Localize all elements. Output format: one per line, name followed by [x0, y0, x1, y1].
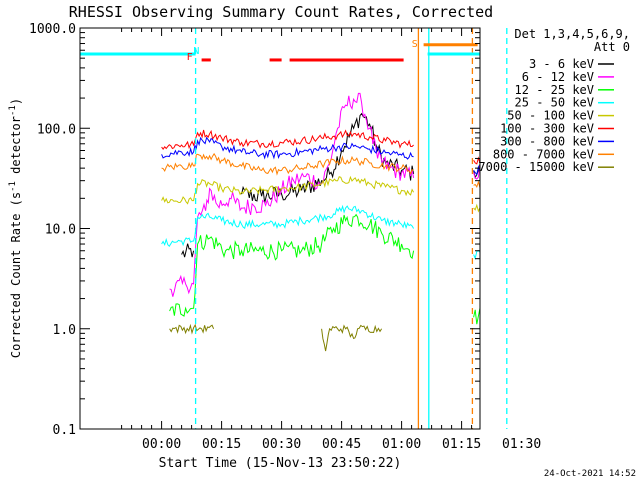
legend-header-line: Att 0 [594, 40, 630, 54]
series-layer [161, 92, 480, 352]
y-tick-label: 0.1 [53, 423, 76, 438]
flags-layer: NF S [80, 28, 508, 429]
series-line [161, 152, 480, 189]
x-tick-label: 00:45 [322, 437, 361, 452]
legend-label: 3 - 6 keV [529, 57, 594, 71]
x-axis: 00:00 00:15 00:30 00:45 01:00 01:15 01:30 [121, 28, 541, 452]
plot-frame [79, 27, 481, 430]
legend-label: 800 - 7000 keV [493, 147, 594, 161]
legend-header-line: Det 1,3,4,5,6,9, [514, 27, 630, 41]
y-axis-label-part: Corrected Count Rate (s [9, 192, 23, 358]
legend-label: 50 - 100 keV [507, 109, 594, 123]
legend-label: 6 - 12 keV [522, 70, 594, 84]
date-stamp: 24-Oct-2021 14:52 [544, 469, 636, 479]
series-line [161, 204, 480, 261]
series-line [181, 112, 480, 258]
series-line [169, 92, 480, 297]
y-axis-label-exponent: -1 [8, 181, 18, 192]
x-axis-label: Start Time (15-Nov-13 23:50:22) [159, 456, 402, 471]
series-line [161, 129, 480, 165]
y-axis-label-exponent: -1 [8, 105, 18, 116]
x-tick-label: 00:00 [142, 437, 181, 452]
y-axis-label-part: detector [9, 116, 23, 181]
y-tick-label: 1000.0 [29, 22, 76, 37]
flag-label: N [193, 46, 199, 57]
series-line [169, 213, 480, 325]
x-tick-label: 00:15 [202, 437, 241, 452]
legend-label: 12 - 25 keV [515, 83, 594, 97]
legend-label: 7000 - 15000 keV [478, 160, 594, 174]
y-axis-label-part: ) [9, 98, 23, 105]
y-tick-label: 10.0 [45, 223, 76, 238]
series-line [169, 323, 383, 352]
legend-label: 300 - 800 keV [500, 134, 594, 148]
y-tick-label: 100.0 [37, 122, 76, 137]
chart-title: RHESSI Observing Summary Count Rates, Co… [69, 3, 493, 21]
legend-label: 100 - 300 keV [500, 122, 594, 136]
series-line [161, 175, 480, 213]
x-tick-label: 00:30 [262, 437, 301, 452]
flag-label: S [412, 39, 418, 50]
x-tick-label: 01:00 [382, 437, 421, 452]
y-axis-label: Corrected Count Rate (s-1 detector-1) [8, 98, 23, 358]
x-tick-label: 01:30 [502, 437, 541, 452]
y-tick-label: 1.0 [53, 323, 76, 338]
x-tick-label: 01:15 [442, 437, 481, 452]
series-line [161, 136, 480, 176]
flag-label: F [187, 52, 193, 63]
legend-label: 25 - 50 keV [515, 96, 594, 110]
y-axis: 0.1 1.0 10.0 100.0 1000.0 [29, 22, 480, 438]
